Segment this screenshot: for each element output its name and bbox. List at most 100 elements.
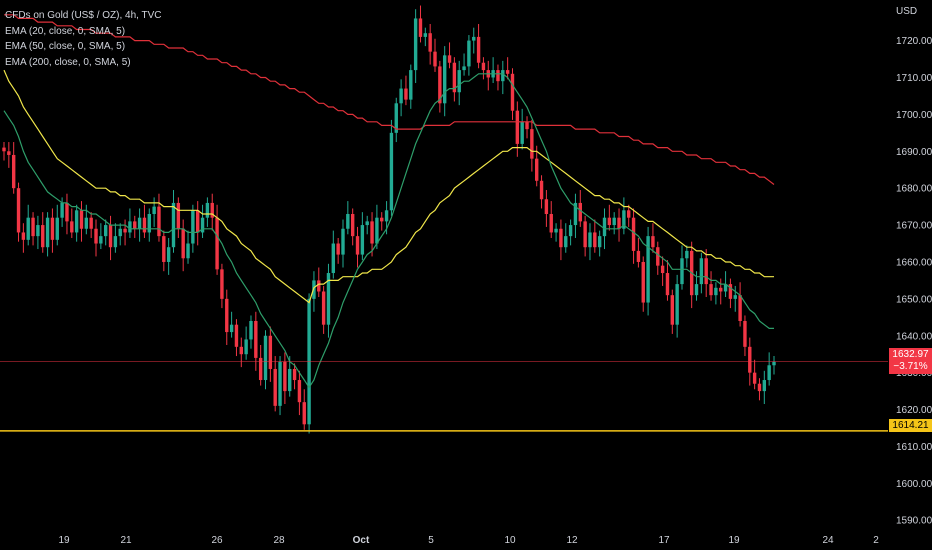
candle-up[interactable]	[568, 225, 573, 237]
candle-down[interactable]	[728, 284, 733, 299]
candle-down[interactable]	[225, 298, 229, 333]
candle-down[interactable]	[79, 210, 84, 229]
candle-down[interactable]	[505, 70, 510, 74]
candle-down[interactable]	[11, 154, 16, 189]
candle-down[interactable]	[748, 346, 752, 373]
candle-up[interactable]	[375, 217, 379, 244]
candle-up[interactable]	[360, 225, 365, 255]
candle-down[interactable]	[336, 243, 340, 255]
candle-down[interactable]	[142, 217, 147, 233]
candle-down[interactable]	[752, 372, 757, 384]
candle-down[interactable]	[433, 51, 437, 67]
candle-down[interactable]	[16, 188, 21, 233]
candle-down[interactable]	[162, 236, 166, 262]
candle-down[interactable]	[549, 214, 553, 233]
candle-down[interactable]	[404, 88, 408, 100]
candle-up[interactable]	[597, 236, 602, 248]
candle-up[interactable]	[331, 243, 336, 274]
candle-up[interactable]	[472, 36, 476, 41]
candle-up[interactable]	[423, 33, 428, 37]
candle-down[interactable]	[704, 258, 708, 285]
candle-down[interactable]	[535, 158, 539, 181]
candle-down[interactable]	[515, 110, 520, 144]
candle-up[interactable]	[602, 217, 607, 237]
candle-down[interactable]	[593, 232, 597, 248]
candle-down[interactable]	[530, 129, 534, 159]
candle-up[interactable]	[442, 55, 447, 104]
candle-up[interactable]	[152, 206, 156, 214]
candle-up[interactable]	[646, 236, 650, 303]
candle-down[interactable]	[631, 217, 636, 251]
candle-up[interactable]	[200, 217, 205, 233]
candle-up[interactable]	[244, 339, 248, 355]
candle-down[interactable]	[176, 202, 181, 229]
candle-down[interactable]	[50, 217, 55, 240]
candle-down[interactable]	[65, 202, 69, 222]
candle-up[interactable]	[205, 202, 210, 218]
candle-up[interactable]	[733, 295, 737, 299]
candle-up[interactable]	[128, 221, 132, 233]
candle-up[interactable]	[680, 258, 684, 285]
candle-down[interactable]	[215, 217, 219, 270]
candle-up[interactable]	[45, 217, 50, 248]
candle-up[interactable]	[147, 214, 151, 233]
candle-up[interactable]	[467, 40, 471, 67]
candle-down[interactable]	[665, 273, 670, 296]
candle-down[interactable]	[7, 151, 11, 155]
candle-down[interactable]	[123, 228, 127, 233]
candle-up[interactable]	[36, 225, 40, 237]
candle-up[interactable]	[501, 70, 505, 82]
candle-up[interactable]	[588, 232, 592, 248]
candle-up[interactable]	[171, 202, 176, 248]
candle-up[interactable]	[99, 236, 103, 244]
candle-up[interactable]	[723, 284, 728, 292]
legend-ema-200[interactable]: EMA (200, close, 0, SMA, 5)	[5, 56, 131, 68]
candle-up[interactable]	[84, 217, 89, 229]
candle-down[interactable]	[438, 66, 442, 104]
candle-down[interactable]	[108, 225, 113, 248]
candle-up[interactable]	[26, 217, 30, 240]
candle-up[interactable]	[55, 217, 59, 240]
candle-up[interactable]	[622, 210, 626, 229]
candle-up[interactable]	[675, 284, 679, 325]
candle-up[interactable]	[767, 365, 771, 381]
candle-down[interactable]	[89, 217, 93, 229]
candle-up[interactable]	[714, 287, 718, 296]
candle-up[interactable]	[520, 121, 524, 144]
candle-up[interactable]	[103, 225, 108, 237]
candle-down[interactable]	[239, 346, 243, 355]
candle-up[interactable]	[263, 335, 268, 381]
candle-up[interactable]	[229, 324, 234, 333]
candle-up[interactable]	[137, 217, 142, 229]
symbol-title[interactable]: CFDs on Gold (US$ / OZ), 4h, TVC	[5, 10, 162, 21]
candle-down[interactable]	[496, 70, 500, 82]
candle-down[interactable]	[350, 214, 355, 237]
candle-down[interactable]	[627, 210, 631, 218]
candle-up[interactable]	[612, 217, 616, 226]
candle-up[interactable]	[74, 210, 79, 233]
candle-down[interactable]	[181, 228, 185, 259]
candle-up[interactable]	[341, 228, 345, 255]
candle-down[interactable]	[321, 291, 326, 325]
candle-down[interactable]	[757, 383, 762, 392]
candle-down[interactable]	[656, 247, 660, 266]
candle-down[interactable]	[525, 121, 529, 130]
candle-up[interactable]	[326, 273, 331, 325]
candle-down[interactable]	[476, 36, 481, 63]
candle-down[interactable]	[210, 202, 214, 218]
candle-down[interactable]	[544, 199, 549, 214]
candle-up[interactable]	[166, 247, 171, 262]
candle-down[interactable]	[273, 368, 277, 406]
candle-down[interactable]	[370, 221, 374, 244]
candle-down[interactable]	[196, 210, 200, 233]
candle-down[interactable]	[428, 33, 432, 52]
candle-up[interactable]	[384, 210, 389, 222]
candle-up[interactable]	[394, 103, 398, 133]
legend-ema-20[interactable]: EMA (20, close, 0, SMA, 5)	[5, 25, 126, 37]
candle-down[interactable]	[743, 321, 747, 347]
candle-down[interactable]	[481, 62, 486, 71]
candle-down[interactable]	[268, 335, 273, 369]
candle-up[interactable]	[772, 361, 776, 366]
candle-up[interactable]	[60, 202, 64, 218]
candle-down[interactable]	[380, 217, 384, 222]
